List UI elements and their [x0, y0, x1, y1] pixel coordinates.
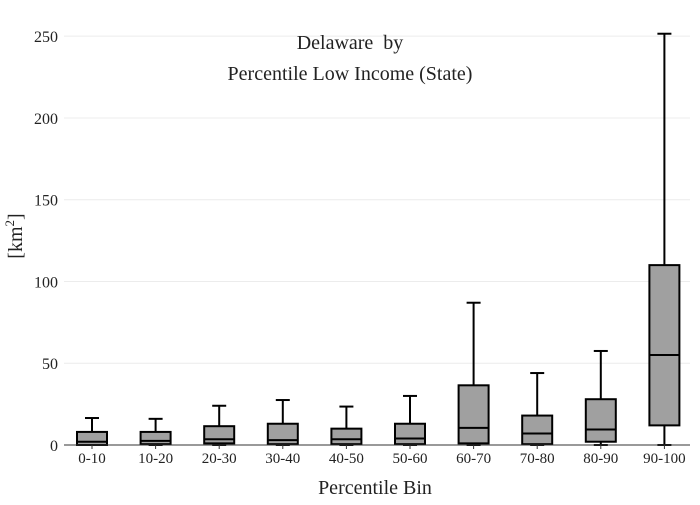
- box-iqr: [648, 264, 681, 427]
- y-axis-label: [km2]: [2, 213, 27, 258]
- y-tick-label: 150: [34, 193, 58, 210]
- boxes-layer: [76, 32, 681, 446]
- x-tick-label: 30-40: [265, 451, 300, 467]
- box-iqr: [394, 422, 426, 446]
- box-iqr: [203, 425, 236, 445]
- y-axis-label-main: [km: [5, 226, 27, 259]
- y-axis-label-close: ]: [5, 213, 27, 220]
- box-iqr: [139, 430, 172, 446]
- y-tick-label: 0: [50, 438, 58, 455]
- x-tick-label: 0-10: [78, 451, 106, 467]
- box-iqr: [76, 430, 108, 446]
- x-tick-label: 20-30: [202, 451, 237, 467]
- x-tick-label: 10-20: [138, 451, 173, 467]
- y-tick-label: 250: [34, 29, 58, 46]
- box-iqr: [330, 427, 363, 446]
- y-tick-label: 200: [34, 111, 58, 128]
- chart-title-line-1: Delaware by: [297, 32, 404, 54]
- y-tick-label: 50: [42, 356, 58, 373]
- box-iqr: [521, 414, 554, 446]
- x-axis-label: Percentile Bin: [318, 477, 432, 499]
- box-iqr: [584, 398, 617, 443]
- x-tick-label: 60-70: [456, 451, 491, 467]
- x-tick-label: 50-60: [393, 451, 428, 467]
- chart-title-line-2: Percentile Low Income (State): [228, 63, 473, 85]
- x-tick-label: 40-50: [329, 451, 364, 467]
- box-iqr: [266, 422, 299, 446]
- x-tick-label: 90-100: [643, 451, 686, 467]
- axis-layer: 0 50 100 150 200 250 0-10 10-20 20-30 30-40 40-50 5…: [34, 29, 690, 467]
- x-tick-label: 70-80: [520, 451, 555, 467]
- box-iqr: [457, 384, 490, 445]
- y-tick-label: 100: [34, 274, 58, 291]
- x-tick-label: 80-90: [583, 451, 618, 467]
- grid-layer: [64, 35, 690, 364]
- y-axis-label-superscript: 2: [2, 220, 17, 227]
